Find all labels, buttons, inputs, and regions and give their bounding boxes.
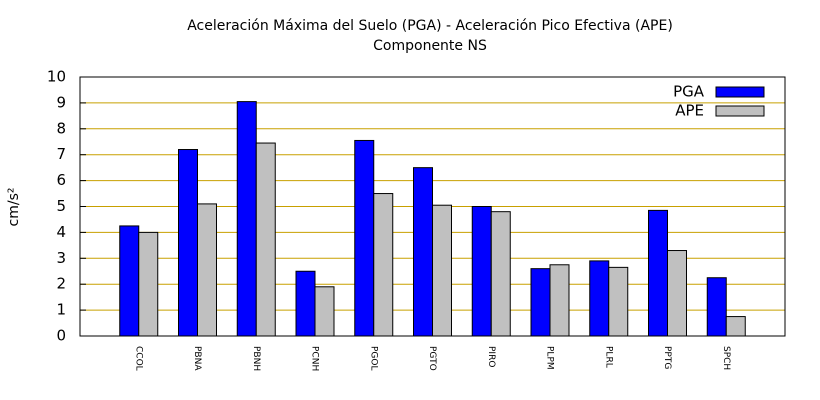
- x-tick-label: SPCH: [721, 346, 731, 370]
- x-tick-label: PPTG: [662, 346, 672, 369]
- bar: [490, 211, 511, 337]
- bar: [236, 101, 257, 337]
- x-tick-label: PGTO: [427, 346, 437, 371]
- y-tick-label: 5: [56, 197, 66, 215]
- y-axis-label: cm/s²: [6, 188, 22, 227]
- legend-label: APE: [675, 102, 704, 120]
- bar: [354, 139, 375, 337]
- x-tick-label: PIRO: [486, 346, 496, 367]
- bar: [314, 286, 335, 337]
- bar: [295, 270, 316, 337]
- bar: [432, 204, 452, 337]
- x-tick-label: PCNH: [310, 346, 320, 371]
- y-tick-label: 3: [56, 249, 66, 267]
- chart-subtitle: Componente NS: [373, 38, 487, 54]
- bar: [589, 260, 610, 337]
- y-tick-label: 9: [56, 93, 66, 111]
- x-tick-label: PLRL: [603, 346, 613, 368]
- y-tick-label: 7: [56, 145, 66, 163]
- legend-label: PGA: [673, 83, 705, 101]
- y-tick-label: 4: [56, 223, 66, 241]
- chart-title: Aceleración Máxima del Suelo (PGA) - Ace…: [187, 18, 673, 34]
- y-tick-label: 8: [56, 119, 66, 137]
- bar: [373, 193, 394, 337]
- bar: [119, 225, 140, 337]
- bar: [706, 277, 727, 337]
- bar: [725, 316, 746, 337]
- bar: [197, 203, 217, 337]
- x-tick-label: PLPM: [545, 346, 555, 370]
- bar: [255, 142, 276, 337]
- x-tick-label: PBNA: [192, 346, 202, 371]
- x-tick-label: PBNH: [251, 346, 261, 371]
- y-tick-label: 2: [56, 275, 66, 293]
- bar: [178, 149, 198, 337]
- bar: [471, 206, 492, 337]
- bar: [138, 231, 159, 337]
- y-tick-label: 0: [56, 327, 66, 345]
- x-tick-label: PGOL: [368, 346, 378, 371]
- y-tick-label: 6: [56, 171, 66, 189]
- x-tick-label: CCOL: [133, 346, 143, 371]
- bar: [608, 266, 629, 337]
- bar: [648, 209, 668, 337]
- bar: [413, 167, 433, 337]
- y-tick-label: 1: [56, 301, 66, 319]
- bar: [530, 268, 551, 337]
- legend-swatch: [715, 105, 765, 117]
- y-tick-label: 10: [47, 68, 66, 86]
- bar: [549, 264, 570, 337]
- bar: [667, 250, 687, 337]
- legend-swatch: [715, 86, 765, 98]
